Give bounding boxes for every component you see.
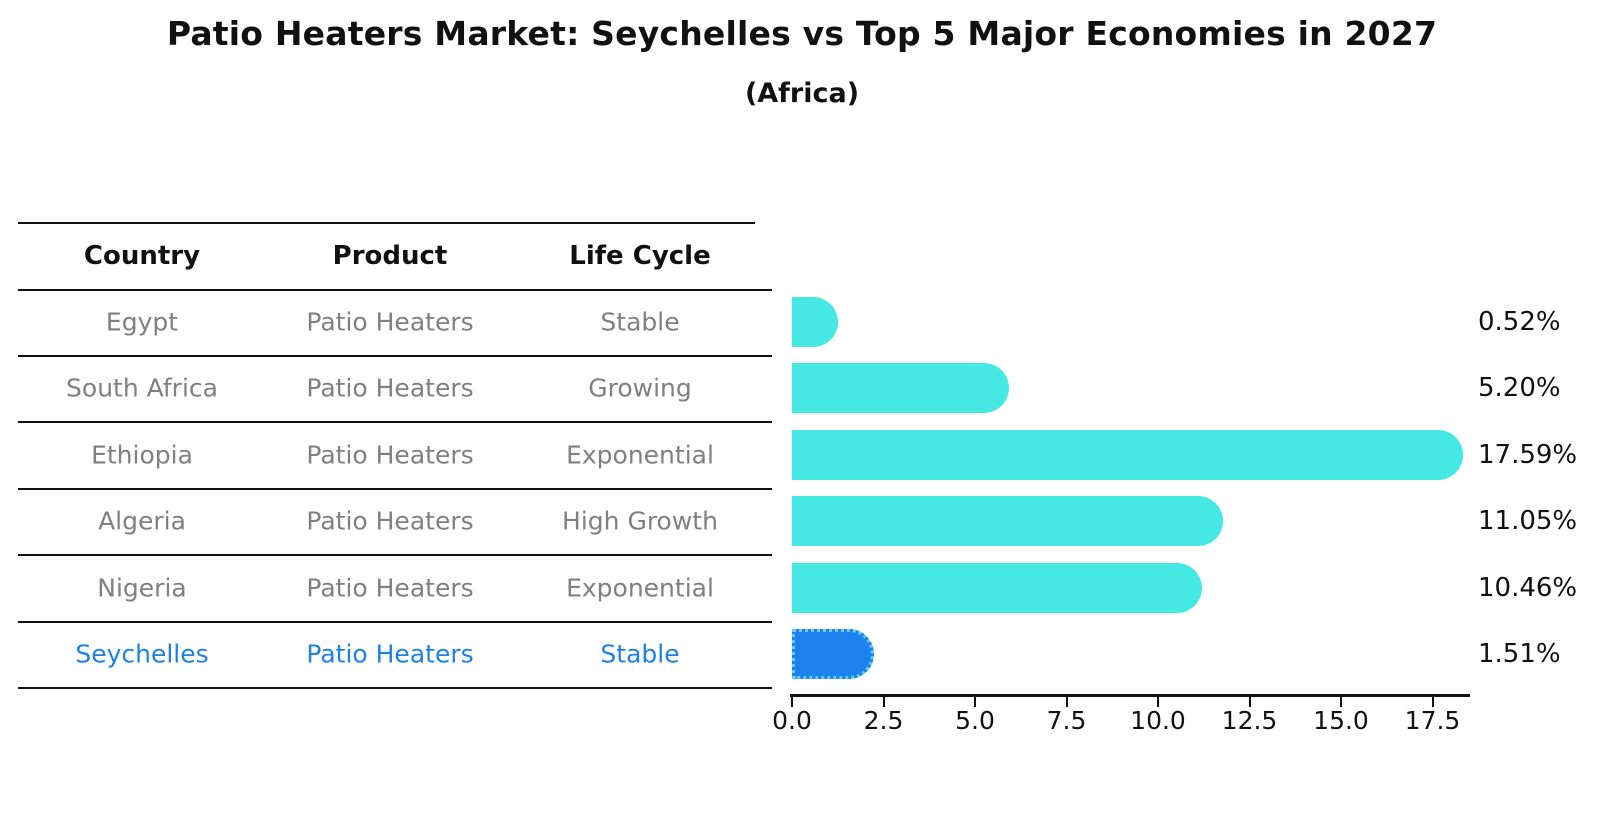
cell-country: Nigeria [97, 573, 187, 602]
cell-product: Patio Heaters [306, 506, 474, 536]
bar-seychelles[interactable] [792, 629, 874, 679]
x-axis-tick-label: 15.0 [1313, 706, 1369, 735]
y-axis-tick [755, 421, 772, 423]
cell-product: Patio Heaters [306, 639, 474, 669]
cell-country: South Africa [66, 373, 218, 403]
cell-product: Patio Heaters [306, 440, 474, 469]
x-axis-tick-label: 12.5 [1221, 706, 1278, 735]
x-axis-tick-label: 5.0 [955, 706, 995, 735]
bar-ethiopia[interactable] [792, 429, 1463, 480]
x-axis-tick [791, 697, 793, 707]
x-axis-tick-label: 0.0 [772, 706, 812, 735]
column-header-country: Country [83, 240, 201, 271]
y-axis-tick [755, 289, 772, 291]
table-divider [18, 554, 755, 556]
value-label-nigeria: 10.46% [1478, 572, 1578, 603]
x-axis-tick [1065, 697, 1068, 707]
x-axis-tick [1157, 697, 1159, 707]
value-label-egypt: 0.52% [1478, 307, 1561, 337]
table-divider [18, 687, 755, 689]
x-axis-tick [882, 697, 885, 707]
table-divider [18, 222, 755, 224]
bar-nigeria[interactable] [792, 562, 1202, 613]
bar-south-africa[interactable] [792, 363, 1009, 413]
chart-title: Patio Heaters Market: Seychelles vs Top … [166, 14, 1438, 53]
column-header-life-cycle: Life Cycle [569, 240, 711, 271]
y-axis-tick [755, 355, 772, 357]
table-divider [18, 421, 755, 423]
x-axis-tick-label: 10.0 [1130, 706, 1186, 735]
x-axis-tick [1431, 697, 1434, 707]
cell-product: Patio Heaters [306, 307, 474, 337]
value-label-ethiopia: 17.59% [1478, 439, 1578, 470]
cell-life-cycle: Stable [600, 307, 680, 337]
x-axis-tick [974, 697, 976, 707]
column-header-product: Product [332, 240, 448, 271]
x-axis-tick-label: 2.5 [863, 706, 904, 735]
y-axis-tick [755, 687, 772, 689]
value-label-south-africa: 5.20% [1478, 373, 1561, 403]
value-label-seychelles: 1.51% [1478, 639, 1561, 669]
table-divider [18, 488, 755, 490]
y-axis-tick [755, 488, 772, 490]
cell-life-cycle: Exponential [566, 440, 714, 469]
cell-country: Seychelles [75, 639, 209, 669]
y-axis-tick [755, 621, 772, 623]
value-label-algeria: 11.05% [1478, 506, 1578, 536]
x-axis-tick-label: 7.5 [1046, 706, 1087, 735]
cell-life-cycle: High Growth [562, 506, 718, 536]
table-divider [18, 621, 755, 623]
cell-country: Algeria [98, 506, 186, 536]
x-axis-tick [1248, 697, 1251, 707]
cell-country: Egypt [105, 307, 179, 337]
cell-life-cycle: Growing [588, 373, 692, 403]
cell-product: Patio Heaters [306, 573, 474, 602]
x-axis-tick-label: 17.5 [1404, 706, 1461, 735]
table-divider [18, 289, 755, 291]
bar-algeria[interactable] [792, 496, 1223, 546]
chart-subtitle: (Africa) [744, 78, 860, 109]
cell-life-cycle: Exponential [566, 573, 714, 602]
x-axis-line [790, 694, 1470, 697]
cell-life-cycle: Stable [600, 639, 680, 669]
table-divider [18, 355, 755, 357]
bar-egypt[interactable] [792, 297, 838, 347]
cell-product: Patio Heaters [306, 373, 474, 403]
cell-country: Ethiopia [91, 440, 193, 469]
x-axis-tick [1340, 697, 1342, 707]
y-axis-tick [755, 554, 772, 556]
